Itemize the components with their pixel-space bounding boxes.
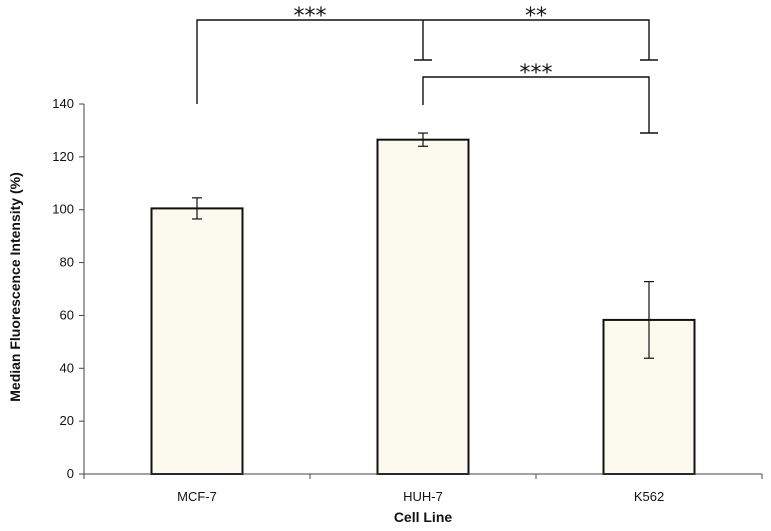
- bar-huh-7: [376, 138, 470, 476]
- y-tick-label-60: 60: [60, 307, 74, 322]
- bracket-huh7-k562-lower: ***: [422, 61, 658, 134]
- error-bar-k562: [644, 281, 654, 359]
- y-tick-label-40: 40: [60, 360, 74, 375]
- error-bar-mcf-7: [192, 197, 202, 220]
- bars: [150, 138, 696, 476]
- error-bar-huh-7: [418, 132, 428, 147]
- sig-label-huh7-k562-lower: ***: [520, 61, 553, 86]
- x-tick-label-huh-7: HUH-7: [403, 489, 443, 504]
- error-bars: [192, 132, 654, 359]
- sig-label-huh7-k562-upper: **: [525, 4, 547, 29]
- sig-label-mcf7-huh7: ***: [294, 4, 327, 29]
- y-axis-label: Median Fluorescence Intensity (%): [7, 172, 23, 402]
- significance-brackets: *** *****: [196, 4, 658, 134]
- y-tick-label-80: 80: [60, 255, 74, 270]
- y-tick-label-20: 20: [60, 413, 74, 428]
- y-tick-label-120: 120: [52, 149, 74, 164]
- x-axis-label: Cell Line: [394, 509, 453, 525]
- y-tick-label-140: 140: [52, 96, 74, 111]
- x-axis-ticks: MCF-7 HUH-7 K562: [83, 474, 763, 504]
- y-axis-ticks: 0 20 40 60 80 100 120 140: [52, 96, 84, 481]
- bar-mcf-7: [150, 207, 244, 475]
- y-tick-label-0: 0: [67, 466, 74, 481]
- x-tick-label-mcf-7: MCF-7: [177, 489, 217, 504]
- bracket-huh7-k562-upper: **: [423, 4, 658, 61]
- x-tick-label-k562: K562: [634, 489, 664, 504]
- y-tick-label-100: 100: [52, 202, 74, 217]
- bracket-mcf7-huh7: ***: [196, 4, 432, 104]
